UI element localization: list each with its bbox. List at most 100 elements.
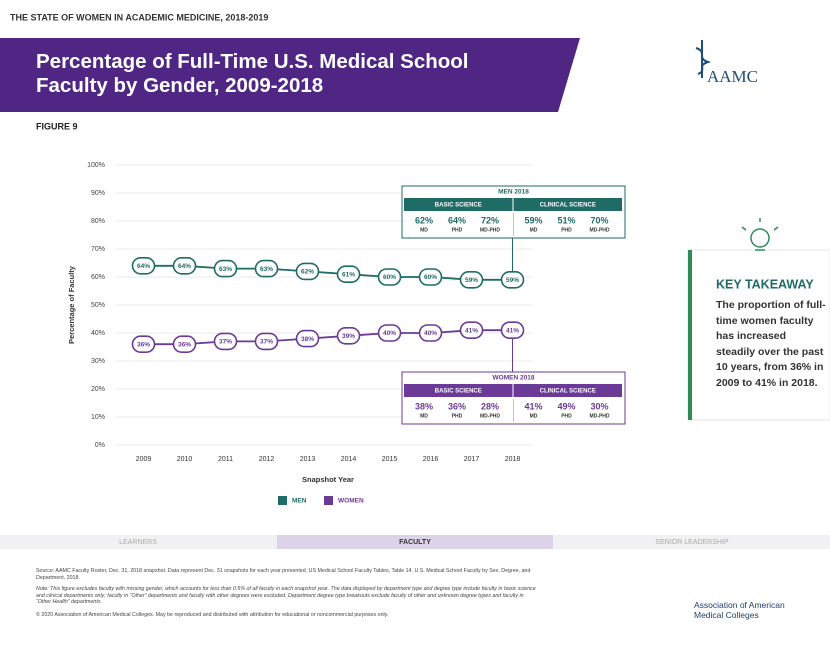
data-point [131, 335, 156, 354]
data-label: 40% [383, 330, 396, 337]
data-point [418, 268, 443, 286]
org-box: Association of American Medical Colleges [694, 600, 785, 620]
data-point [172, 335, 197, 354]
breakdown-degree: MD [530, 413, 538, 419]
breakdown-value: 72% [481, 215, 499, 225]
breakdown-value: 30% [590, 401, 608, 411]
bulb-ray [741, 226, 747, 231]
data-point [295, 329, 320, 348]
header: THE STATE OF WOMEN IN ACADEMIC MEDICINE,… [10, 12, 268, 22]
takeaway-text-box: The proportion of full-time women facult… [716, 299, 826, 389]
nav-tab[interactable]: LEARNERS [119, 539, 157, 546]
y-tick-label: 100% [87, 162, 105, 169]
nav-tab[interactable]: SENIOR LEADERSHIP [655, 539, 728, 546]
data-label: 41% [465, 327, 478, 334]
breakdown-value: 28% [481, 401, 499, 411]
y-tick-label: 0% [95, 442, 105, 449]
data-label: 39% [342, 333, 355, 340]
data-label: 63% [219, 266, 232, 273]
takeaway-box [687, 249, 830, 421]
takeaway-text: The proportion of full-time women facult… [716, 299, 826, 389]
data-point [336, 265, 361, 284]
data-point [213, 259, 238, 278]
data-label: 59% [465, 277, 478, 284]
y-tick-label: 80% [91, 218, 105, 225]
x-tick-label: 2017 [464, 456, 480, 463]
breakdown-degree: MD-PHD [480, 413, 500, 419]
breakdown-value: 38% [415, 401, 433, 411]
org-name: Association of American Medical Colleges [694, 600, 785, 620]
figure-label: FIGURE 9 [36, 121, 78, 131]
nav-tab[interactable]: FACULTY [399, 539, 431, 546]
breakdown-degree: MD [420, 413, 428, 419]
legend-label: WOMEN [338, 498, 364, 505]
footer-notes: Source: AAMC Faculty Roster, Dec. 31, 20… [36, 568, 536, 618]
y-tick-label: 30% [91, 358, 105, 365]
copyright: © 2020 Association of American Medical C… [36, 611, 389, 618]
breakdown-degree: MD [420, 227, 428, 233]
data-point [131, 256, 156, 275]
group-header [513, 198, 622, 211]
data-point [377, 268, 402, 286]
y-tick-label: 90% [91, 190, 105, 197]
y-tick-label: 10% [91, 414, 105, 421]
x-tick-label: 2011 [218, 456, 233, 463]
group-header [513, 384, 622, 397]
logo-snake [695, 47, 712, 75]
x-tick-label: 2018 [505, 456, 521, 463]
logo-text: AAMC [707, 67, 758, 86]
data-label: 37% [219, 339, 232, 346]
takeaway-accent [688, 250, 692, 420]
data-point [295, 262, 320, 281]
breakdown-value: 41% [524, 401, 542, 411]
data-label: 63% [260, 266, 273, 273]
data-label: 60% [424, 274, 437, 281]
title-banner [0, 38, 580, 112]
group-header [404, 384, 513, 397]
series-line [143, 329, 513, 346]
data-point [459, 270, 484, 289]
data-point [172, 256, 197, 275]
chart-title: Percentage of Full-Time U.S. Medical Sch… [36, 50, 469, 97]
logo: AAMC [695, 40, 758, 86]
nav-active [277, 535, 553, 549]
data-label: 64% [178, 263, 191, 270]
x-tick-label: 2016 [423, 456, 439, 463]
data-point [336, 326, 361, 345]
y-tick-label: 70% [91, 246, 105, 253]
breakdown-degree: PHD [561, 413, 572, 419]
data-point [254, 259, 279, 278]
legend-label: MEN [292, 498, 307, 505]
x-tick-label: 2013 [300, 456, 316, 463]
group-name: CLINICAL SCIENCE [540, 389, 596, 395]
data-label: 61% [342, 271, 355, 278]
breakdown-value: 59% [524, 215, 542, 225]
x-tick-label: 2010 [177, 456, 193, 463]
group-name: CLINICAL SCIENCE [540, 203, 596, 209]
breakdown-degree: MD-PHD [590, 413, 610, 419]
data-point [213, 332, 238, 351]
takeaway-title: KEY TAKEAWAY [716, 277, 814, 291]
plot: 0% 10% 20% 30% 40% 50% 60% 70% 80% 90% 100% Percent… [67, 162, 626, 505]
x-axis-label: Snapshot Year [302, 475, 354, 484]
bulb-icon [741, 218, 779, 251]
breakdown-value: 70% [590, 215, 608, 225]
data-label: 36% [178, 341, 191, 348]
data-label: 62% [301, 269, 314, 276]
data-point [418, 324, 443, 342]
y-tick-label: 20% [91, 386, 105, 393]
breakdown-title: WOMEN 2018 [493, 375, 535, 382]
y-tick-label: 50% [91, 302, 105, 309]
y-axis-label: Percentage of Faculty [67, 265, 76, 344]
title-box: Percentage of Full-Time U.S. Medical Sch… [36, 50, 469, 97]
data-point [254, 332, 279, 351]
data-point [377, 324, 402, 342]
data-label: 60% [383, 274, 396, 281]
breakdown-value: 36% [448, 401, 466, 411]
data-label: 64% [137, 263, 150, 270]
breakdown-value: 62% [415, 215, 433, 225]
data-label: 59% [506, 277, 519, 284]
breakdown-degree: PHD [561, 227, 572, 233]
